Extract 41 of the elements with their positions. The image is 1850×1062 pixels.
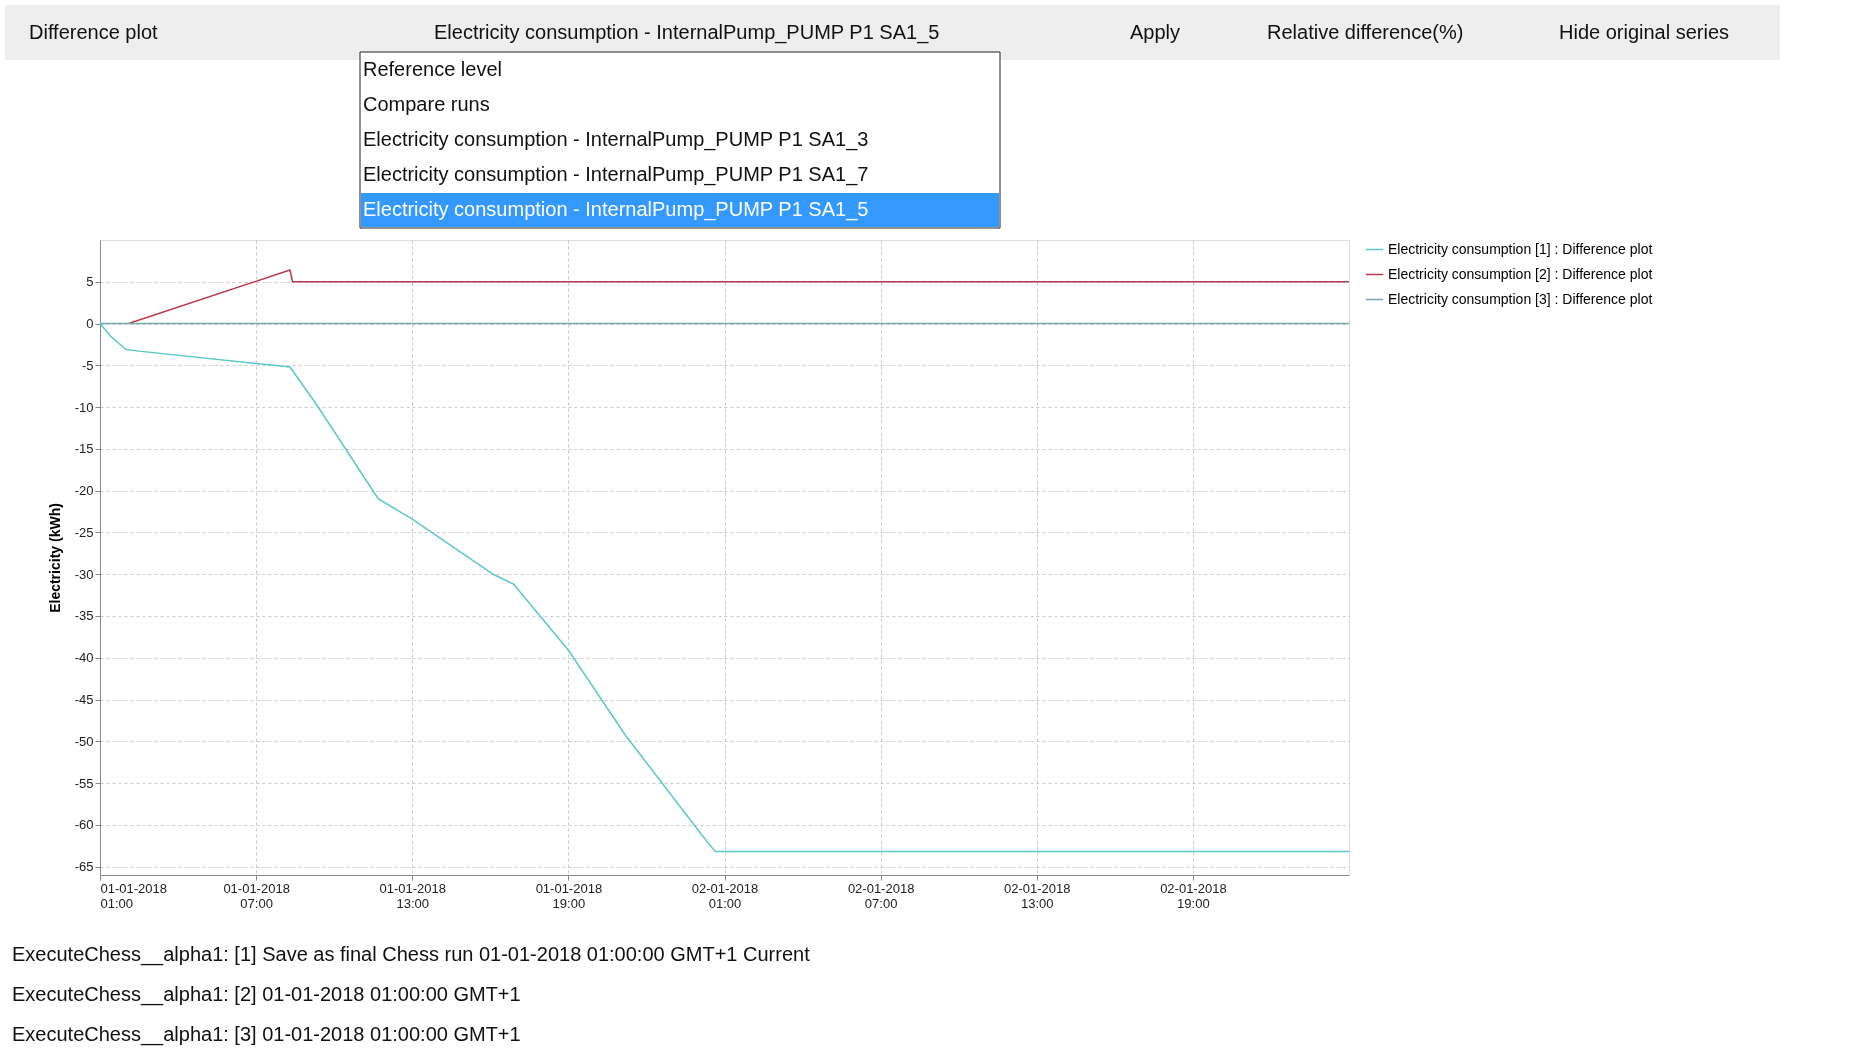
x-tick-label: 01-01-2018 19:00 — [535, 880, 603, 911]
legend-label: Electricity consumption [1] : Difference plot — [1388, 240, 1653, 257]
y-tick-label: -60 — [74, 817, 94, 833]
legend-label: Electricity consumption [3] : Difference plot — [1388, 290, 1653, 307]
x-tick-label: 01-01-2018 13:00 — [379, 880, 446, 911]
text: Compare runs — [363, 93, 490, 115]
y-tick-label: -40 — [74, 650, 94, 666]
line-series — [99, 322, 1350, 853]
text: Electricity consumption - InternalPump_PUMP P1 SA1_5 — [363, 198, 869, 221]
y-tick-label: -25 — [74, 524, 94, 540]
legend-label: Electricity consumption [2] : Difference plot — [1388, 265, 1653, 282]
y-tick-label: -5 — [81, 357, 94, 373]
x-tick-label: 02-01-2018 13:00 — [1004, 880, 1071, 911]
text: Electricity consumption - InternalPump_PUMP P1 SA1_5 — [434, 21, 940, 44]
y-tick-label: -45 — [74, 692, 94, 708]
x-tick-label: 02-01-2018 01:00 — [691, 880, 759, 911]
x-tick-label: 01-01-2018 07:00 — [223, 880, 290, 911]
x-tick-label: 01-01-2018 01:00 — [100, 880, 167, 911]
text: Difference plot — [29, 21, 159, 43]
y-tick-label: -65 — [74, 859, 94, 875]
y-tick-label: -50 — [74, 733, 94, 749]
y-tick-label: -10 — [74, 399, 94, 415]
text: ExecuteChess__alpha1: [2] 01-01-2018 01:00:00 GMT+1 — [12, 983, 521, 1006]
y-tick-label: -15 — [74, 441, 94, 457]
text: Apply — [1130, 21, 1181, 43]
text: Relative difference(%) — [1267, 21, 1464, 43]
text: ExecuteChess__alpha1: [1] Save as final Chess run 01-01-2018 01:00:00 GMT+1 Current — [12, 943, 811, 966]
text: Electricity consumption - InternalPump_PUMP P1 SA1_7 — [363, 163, 869, 186]
y-tick-label: -35 — [74, 608, 94, 624]
y-tick-label: 5 — [86, 274, 94, 290]
text: ExecuteChess__alpha1: [3] 01-01-2018 01:00:00 GMT+1 — [12, 1023, 521, 1046]
text: Electricity consumption - InternalPump_PUMP P1 SA1_3 — [363, 128, 869, 151]
text: Reference level — [363, 58, 502, 80]
y-axis-title: Electricity (kWh) — [46, 503, 63, 613]
y-tick-label: -30 — [74, 566, 94, 582]
text: Hide original series — [1559, 21, 1730, 43]
y-tick-label: 0 — [86, 316, 94, 332]
x-tick-label: 02-01-2018 07:00 — [847, 880, 915, 911]
x-tick-label: 02-01-2018 19:00 — [1160, 880, 1227, 911]
y-tick-label: -20 — [74, 483, 94, 499]
y-tick-label: -55 — [74, 775, 94, 791]
